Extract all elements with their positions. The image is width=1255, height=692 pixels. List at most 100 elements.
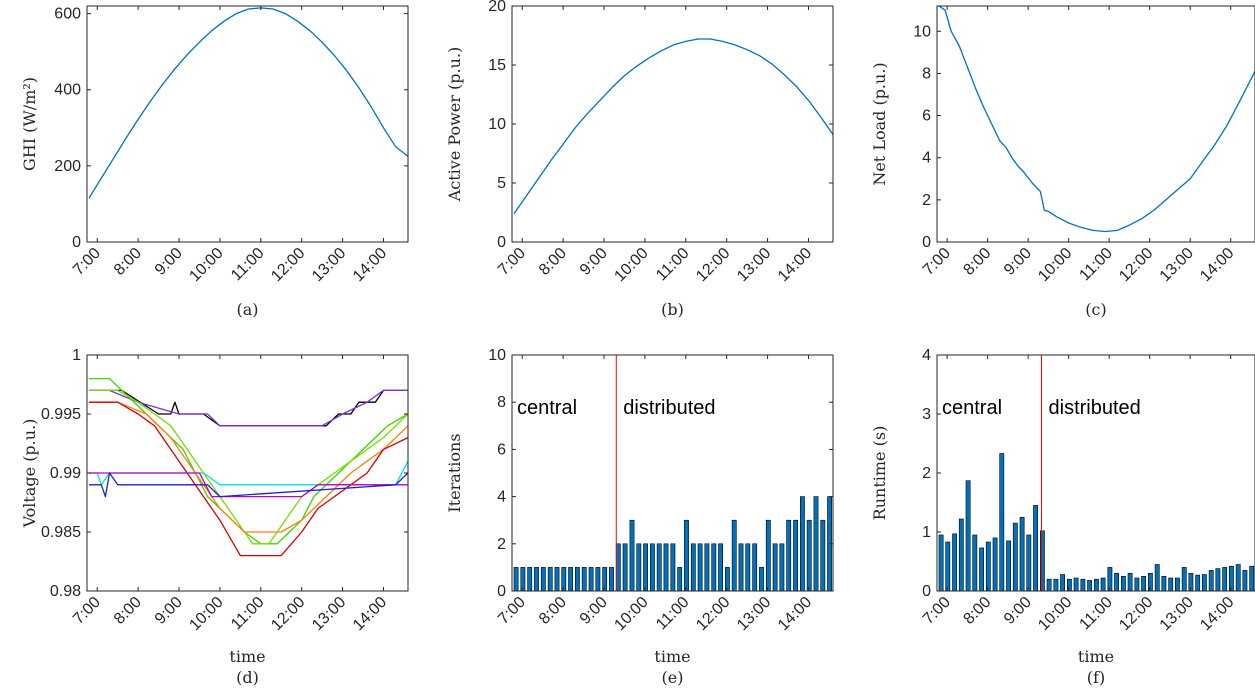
panel-caption: (b) (661, 300, 684, 319)
bar (965, 480, 971, 591)
y-tick-label: 10 (913, 23, 931, 40)
bar (1148, 572, 1153, 591)
bar (677, 567, 683, 591)
y-tick-label: 10 (488, 116, 506, 133)
bar (765, 519, 771, 591)
x-tick-label: 11:00 (1076, 245, 1116, 285)
panel-caption: (f) (1087, 668, 1105, 687)
x-tick-label: 13:00 (734, 594, 774, 634)
x-tick-label: 12:00 (268, 245, 308, 285)
bar (820, 519, 826, 591)
x-tick-label: 10:00 (611, 245, 651, 285)
y-tick-label: 15 (488, 57, 506, 74)
bar (595, 567, 601, 591)
bar (1060, 574, 1065, 591)
x-tick-label: 10:00 (186, 594, 226, 634)
bar (1026, 534, 1032, 591)
plot-area (938, 6, 1255, 233)
series-line-3 (89, 389, 408, 545)
plot-area (513, 38, 833, 215)
bar (690, 543, 696, 591)
bar (663, 543, 669, 591)
panel-caption: (d) (236, 668, 259, 687)
bar (513, 567, 519, 591)
annotation-central: central (517, 397, 577, 419)
bar (711, 543, 717, 591)
bar (718, 543, 723, 591)
x-tick-label: 11:00 (653, 594, 693, 634)
x-tick-label: 14:00 (775, 594, 815, 634)
bar (656, 543, 662, 591)
axes-box (936, 5, 1255, 243)
panel-caption: (e) (662, 668, 684, 687)
bar (1100, 577, 1106, 591)
bar (581, 567, 587, 591)
y-tick-label: 8 (922, 65, 931, 82)
plot-area (938, 355, 1255, 591)
bar (574, 567, 580, 591)
y-tick-label: 3 (922, 406, 931, 423)
bar (745, 543, 751, 591)
bar (649, 543, 655, 591)
axes-box (86, 5, 409, 243)
series-line-2 (89, 377, 408, 545)
bar (979, 547, 984, 591)
bar (1215, 568, 1221, 591)
bar (779, 543, 785, 591)
bar (609, 567, 614, 591)
x-axis-label: time (1078, 647, 1114, 666)
x-tick-label: 8:00 (536, 594, 570, 628)
y-axis-label: Net Load (p.u.) (870, 62, 889, 185)
y-tick-label: 0.985 (41, 524, 81, 541)
x-axis-label: time (229, 647, 265, 666)
y-tick-label: 0 (497, 234, 506, 251)
bar (636, 543, 642, 591)
series-line-8 (89, 472, 408, 498)
bar (1208, 570, 1214, 591)
bar (1141, 575, 1146, 591)
y-tick-label: 2 (922, 465, 931, 482)
bar (554, 567, 560, 591)
bar (561, 567, 567, 591)
x-tick-label: 14:00 (350, 245, 390, 285)
axes-box (511, 5, 834, 243)
bar (1033, 505, 1038, 591)
x-tick-label: 14:00 (775, 245, 815, 285)
bar (1202, 574, 1207, 591)
bar (1175, 577, 1180, 591)
bar (1012, 522, 1018, 591)
y-tick-label: 0 (922, 583, 931, 600)
bar (1107, 567, 1113, 591)
bar (793, 519, 798, 591)
y-axis-label: Iterations (445, 433, 464, 512)
bar (540, 567, 546, 591)
bar (588, 567, 594, 591)
plot-area (513, 355, 832, 591)
bar (1242, 570, 1248, 591)
bar (704, 543, 710, 591)
bar (1073, 577, 1079, 591)
x-tick-label: 11:00 (228, 245, 268, 285)
bar (1040, 530, 1045, 591)
y-tick-label: 6 (922, 108, 931, 125)
bar (1222, 567, 1228, 591)
bar (772, 543, 778, 591)
bar (1067, 578, 1072, 591)
x-tick-label: 10:00 (186, 245, 226, 285)
x-tick-label: 12:00 (1116, 594, 1156, 634)
x-tick-label: 11:00 (653, 245, 693, 285)
x-tick-label: 10:00 (611, 594, 651, 634)
annotation-central: central (942, 397, 1002, 419)
bar (602, 567, 608, 591)
bar (684, 519, 689, 591)
y-tick-label: 4 (922, 150, 931, 167)
y-tick-label: 20 (488, 0, 506, 15)
bar (1188, 572, 1194, 591)
bar (1006, 540, 1011, 591)
bar (622, 543, 628, 591)
x-tick-label: 13:00 (734, 245, 774, 285)
bar (813, 496, 819, 591)
